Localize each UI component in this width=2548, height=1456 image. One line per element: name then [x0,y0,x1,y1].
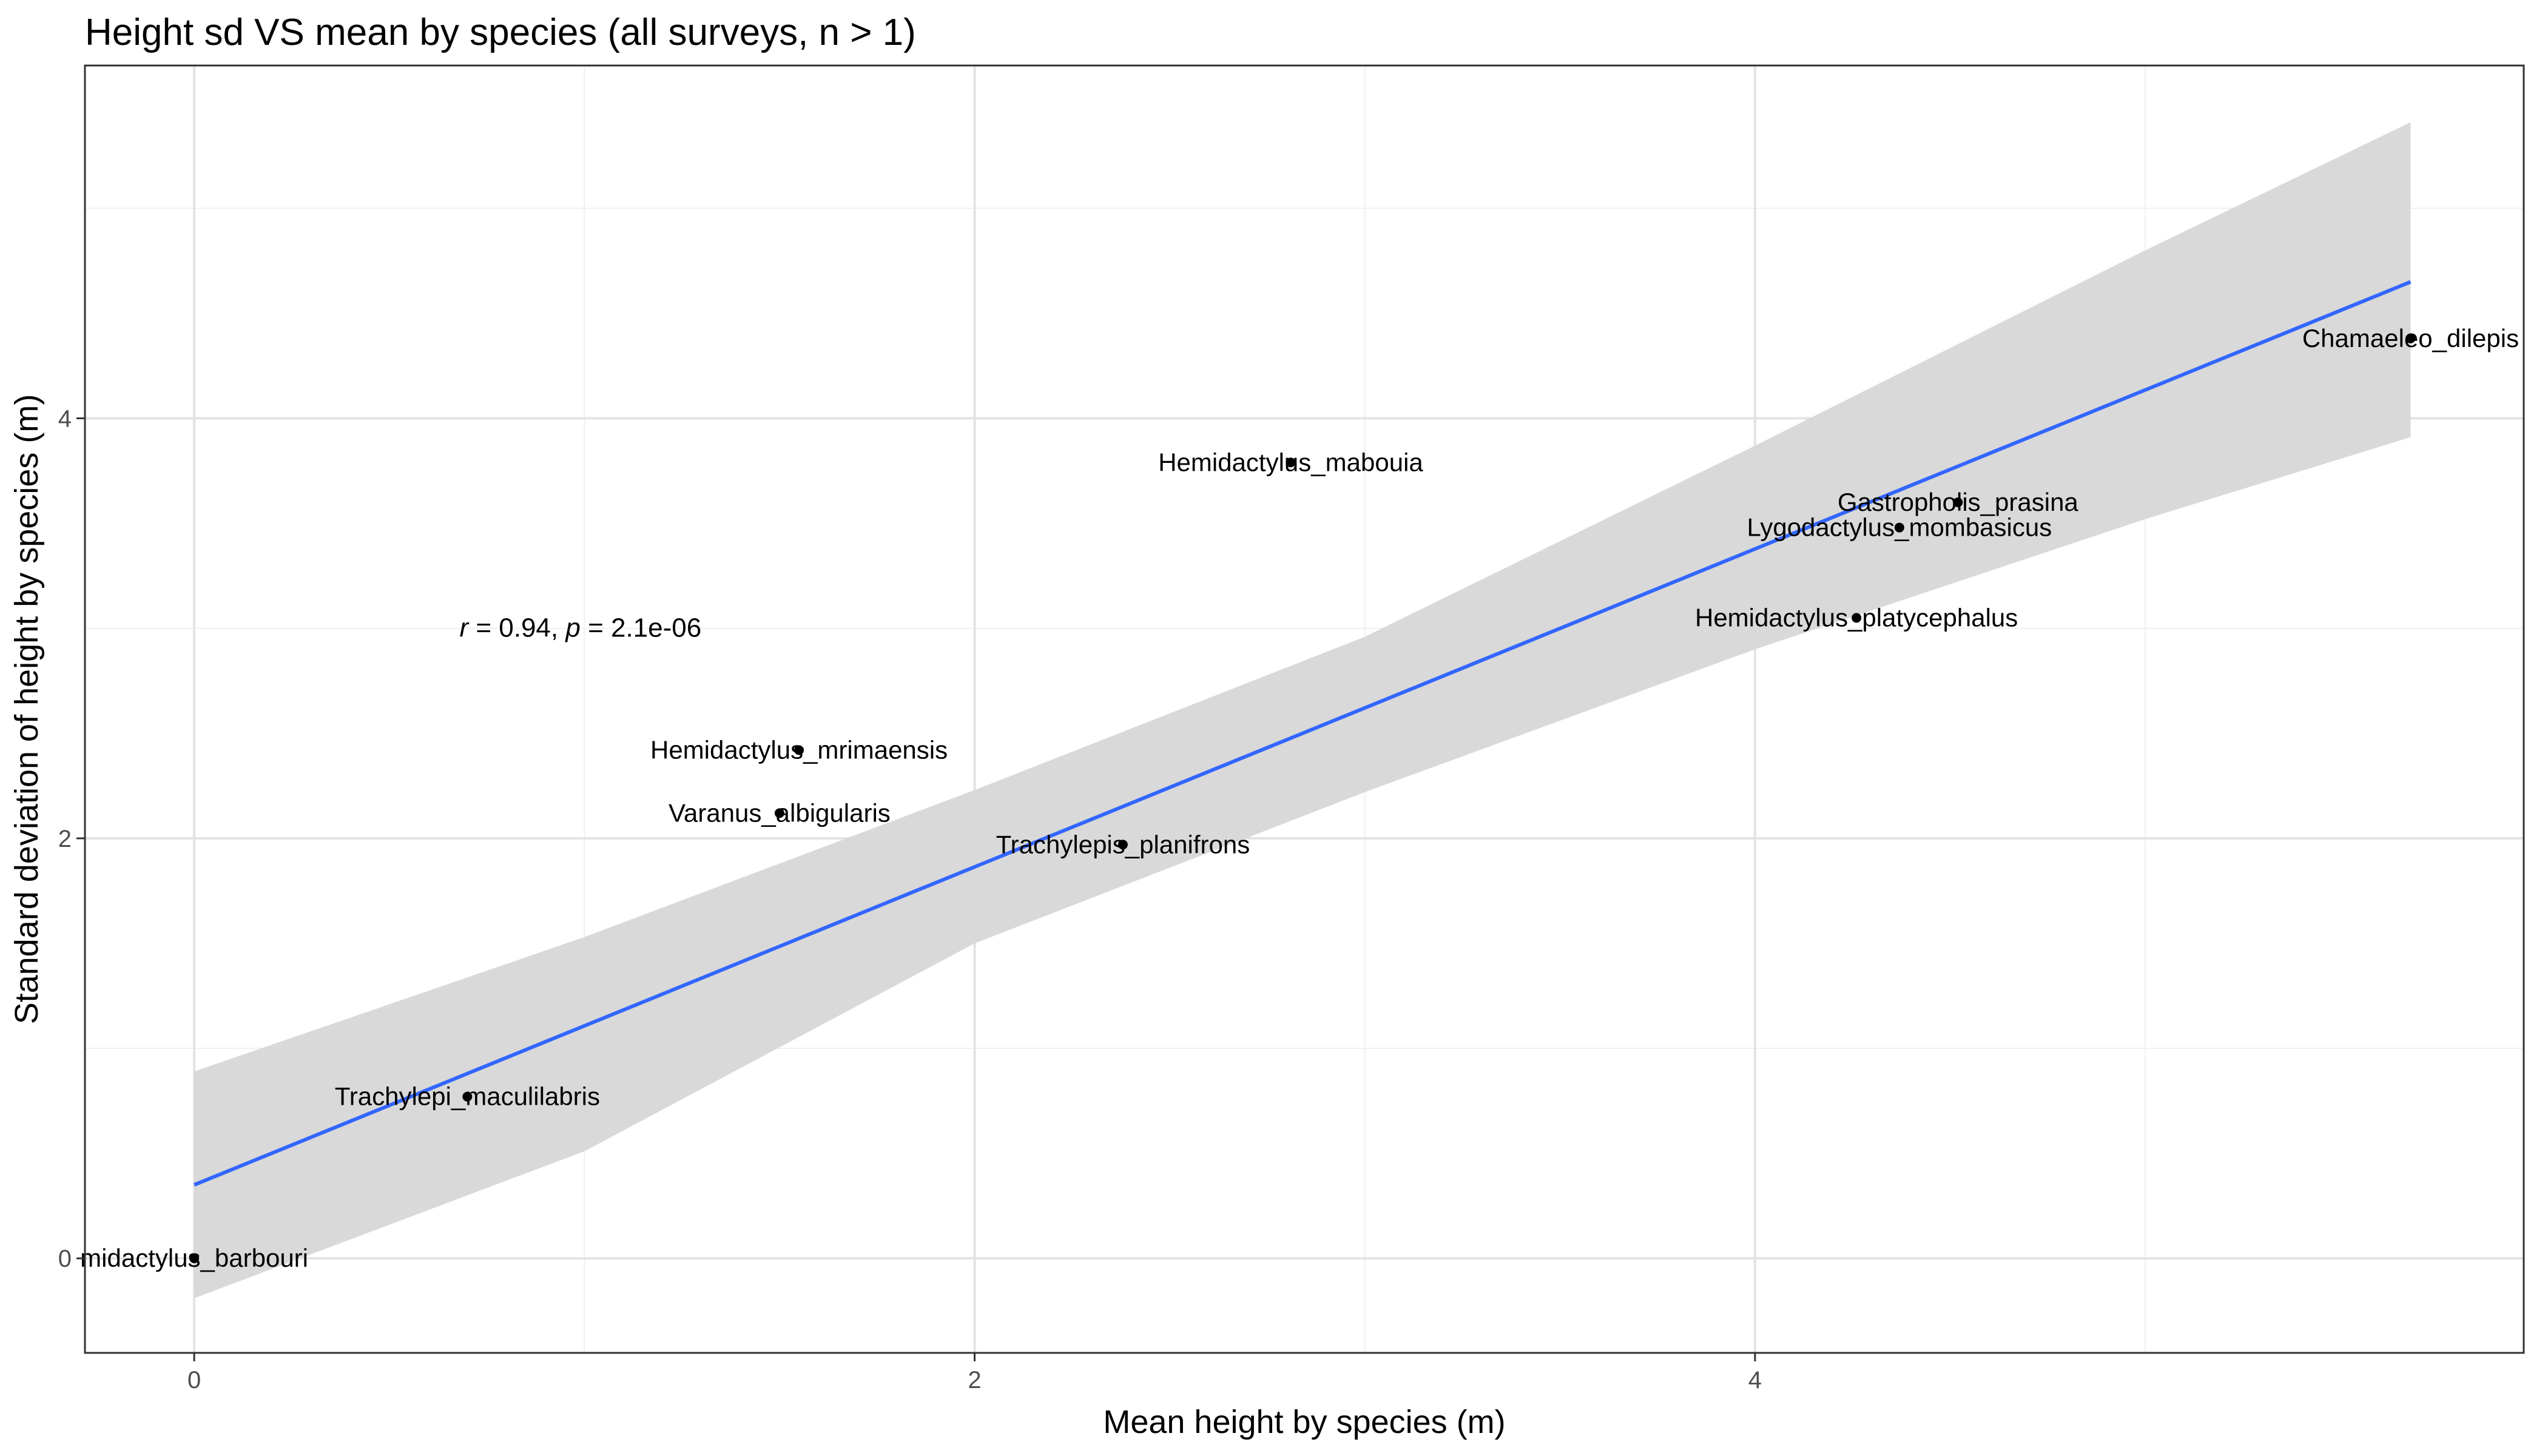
x-axis-title: Mean height by species (m) [1103,1404,1505,1440]
data-point [462,1091,473,1102]
data-point [1286,457,1296,468]
x-tick-label: 4 [1748,1367,1762,1394]
data-point [794,745,804,755]
y-tick-label: 0 [58,1245,72,1272]
point-label: Varanus_albigularis [669,798,891,827]
confidence-band [194,122,2411,1298]
y-tick-label: 4 [58,406,72,433]
annot-r-value: = 0.94, [468,613,565,643]
point-label: Trachylepi_maculilabris [335,1082,600,1111]
y-tick-label: 2 [58,826,72,852]
point-label: Hemidactylus_mrimaensis [650,736,948,764]
data-point [1894,522,1904,533]
confidence-band-layer [194,122,2411,1298]
annot-p-symbol: p [564,613,580,643]
annot-r-symbol: r [459,613,470,643]
axis-ticks: 0 2 4 0 2 4 [58,406,1762,1394]
point-label: midactylus_barbouri [80,1244,308,1272]
point-label: Hemidactylus_mabouia [1158,448,1423,476]
data-point [1852,613,1862,623]
x-tick-label: 2 [968,1367,981,1394]
point-label: Gastropholis_prasina [1838,488,2079,516]
regression-line [193,280,2412,1187]
annot-p-value: = 2.1e-06 [581,613,701,643]
data-point [1117,840,1128,850]
point-labels-layer: Chamaeleo_dilepis Hemidactylus_mabouia Gas… [80,324,2519,1272]
data-point [2405,334,2416,344]
data-point [189,1253,200,1264]
point-label: Hemidactylus_platycephalus [1695,603,2018,632]
point-label: Chamaeleo_dilepis [2302,324,2519,352]
chart-title: Height sd VS mean by species (all survey… [85,12,916,53]
points-layer [189,334,2416,1264]
panel-border [84,64,2525,1354]
point-label: Lygodactylus_mombasicus [1747,513,2052,542]
data-point [774,808,784,818]
point-label: Trachylepis_planifrons [996,830,1250,858]
correlation-annotation: r = 0.94, p = 2.1e-06 [459,613,701,643]
x-tick-label: 0 [187,1367,201,1394]
data-point [1953,497,1963,508]
fit-line-layer [193,280,2412,1187]
y-axis-title: Standard deviation of height by species … [8,394,45,1025]
